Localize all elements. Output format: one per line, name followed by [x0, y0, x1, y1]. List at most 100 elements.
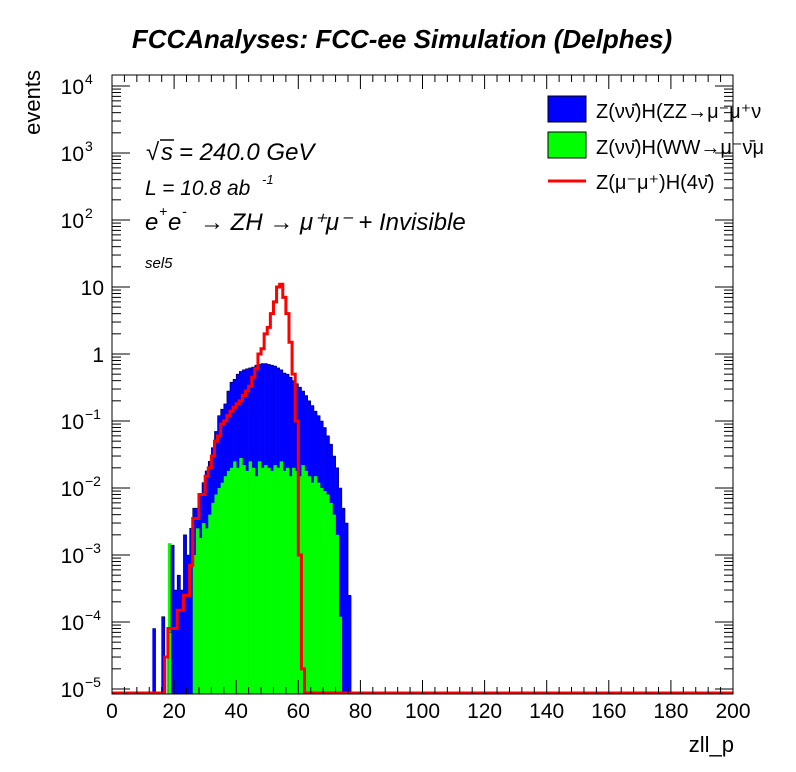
y-axis-label: events [20, 70, 45, 135]
histogram-bin-1-37 [282, 470, 287, 694]
y-tick-label: 10 [61, 679, 84, 702]
histogram-bin-1-52 [329, 502, 333, 694]
y-tick-label: 10 [61, 545, 84, 568]
x-tick-label: 160 [591, 700, 626, 723]
histogram-bin-1-47 [313, 476, 318, 694]
process-eplus-sup: + [159, 203, 167, 219]
histogram-bin-1-15 [214, 494, 218, 694]
histogram-bin-1-29 [257, 461, 262, 694]
histogram-bin-0-8 [177, 575, 181, 694]
histogram-bin-0-11 [186, 555, 190, 694]
sqrt-s-variable: s [161, 139, 173, 166]
process-eplus: e [145, 209, 158, 236]
histogram-bin-1-31 [264, 465, 268, 694]
histogram-bin-1-16 [217, 488, 221, 694]
histogram-bin-1-19 [226, 470, 231, 694]
y-tick-label: 10 [61, 143, 84, 166]
histogram-bin-1-38 [285, 467, 290, 694]
histogram-bin-1-55 [338, 616, 343, 694]
x-tick-label: 140 [529, 700, 564, 723]
luminosity-exponent: -1 [262, 172, 274, 187]
process-eminus-sup: - [182, 203, 187, 219]
histogram-bin-1-17 [220, 482, 225, 694]
y-tick-exponent: −4 [85, 607, 101, 623]
annotations: √ s = 240.0 GeV L = 10.8 ab -1 e + e - →… [145, 139, 466, 272]
histogram-bin-1-9 [195, 528, 200, 694]
histogram-bin-1-53 [332, 514, 336, 694]
y-tick-label: 10 [61, 210, 84, 233]
y-tick-label: 10 [61, 478, 84, 501]
histogram-bin-1-51 [326, 494, 330, 694]
legend-swatch-zz [547, 95, 587, 123]
histogram-bin-1-27 [251, 467, 256, 694]
histogram-bin-1-34 [273, 465, 277, 694]
histogram-bin-1-21 [233, 461, 237, 694]
histogram-bin-1-46 [310, 482, 315, 694]
histogram-bin-1-22 [236, 467, 240, 694]
histogram-bin-1-0 [167, 543, 172, 694]
x-tick-label: 20 [162, 700, 185, 723]
histogram-bin-1-11 [202, 523, 206, 694]
histogram-bin-0-7 [174, 590, 178, 694]
selection-label: sel5 [145, 255, 173, 272]
histogram-bin-1-20 [229, 467, 234, 694]
histogram-bin-0-60 [338, 488, 343, 694]
process-eminus: e [168, 209, 181, 236]
histogram-bin-1-13 [208, 514, 212, 694]
histogram-bin-1-33 [270, 470, 274, 694]
histogram-bin-0-9 [180, 590, 184, 694]
histogram-bin-0-12 [189, 528, 194, 694]
histogram-bin-1-54 [335, 534, 339, 694]
histogram-bin-1-49 [320, 488, 324, 694]
y-tick-exponent: −1 [85, 406, 101, 422]
histogram-bin-1-10 [198, 537, 203, 694]
histogram-bin-1-30 [261, 467, 265, 694]
histogram-bin-0-6 [171, 545, 175, 694]
y-tick-exponent: −3 [85, 540, 101, 556]
legend-swatch-ww [547, 131, 587, 159]
histogram-bin-0-0 [152, 628, 156, 694]
x-tick-label: 80 [349, 700, 372, 723]
histogram-bin-1-45 [307, 476, 312, 694]
x-tick-label: 100 [405, 700, 440, 723]
x-axis-ticks: 0 20 40 60 80 100 120 140 160 180 200 [106, 75, 751, 723]
histogram-bin-1-24 [242, 465, 246, 694]
histogram-bin-1-35 [276, 467, 280, 694]
y-tick-label: 10 [61, 76, 84, 99]
histogram-bin-0-10 [183, 534, 187, 694]
histogram-bin-1-40 [292, 467, 296, 694]
y-tick-exponent: 2 [85, 205, 93, 221]
x-tick-label: 40 [225, 700, 248, 723]
histogram-bin-1-12 [205, 528, 209, 694]
legend-label-ww: Z(νν̄)H(WW→μ⁻ν̄μ [596, 137, 764, 159]
histogram-bin-1-25 [245, 470, 249, 694]
legend: Z(νν̄)H(ZZ→μ⁻μ⁺ν Z(νν̄)H(WW→μ⁻ν̄μ Z(μ⁻μ⁺… [547, 95, 764, 194]
histogram-bin-1-41 [295, 470, 299, 694]
histogram-bin-1-14 [211, 502, 215, 694]
histogram-bin-1-50 [323, 491, 327, 694]
y-tick-label: 1 [92, 344, 104, 367]
x-tick-label: 0 [106, 700, 118, 723]
histogram-bin-0-63 [347, 595, 352, 694]
x-axis-label: zll_p [689, 732, 734, 757]
histogram-bin-1-18 [223, 476, 228, 694]
y-tick-exponent: 3 [85, 138, 93, 154]
histogram-bin-0-61 [341, 508, 346, 694]
y-tick-exponent: −2 [85, 473, 101, 489]
legend-label-zz: Z(νν̄)H(ZZ→μ⁻μ⁺ν [596, 101, 761, 123]
y-tick-label: 10 [61, 612, 84, 635]
y-tick-exponent: −5 [85, 674, 101, 690]
process-text: → ZH → μ⁺μ⁻ + Invisible [200, 209, 466, 236]
x-tick-label: 60 [287, 700, 310, 723]
sqrt-s-value: = 240.0 GeV [179, 139, 316, 166]
histogram-bin-1-36 [279, 461, 284, 694]
histogram-bin-1-44 [304, 470, 308, 694]
histogram-bin-1-8 [192, 555, 197, 694]
y-tick-label: 10 [61, 411, 84, 434]
legend-label-signal: Z(μ⁻μ⁺)H(4ν̄) [596, 172, 715, 194]
luminosity-text: L = 10.8 ab [145, 177, 251, 200]
histogram-bin-1-28 [254, 476, 259, 694]
